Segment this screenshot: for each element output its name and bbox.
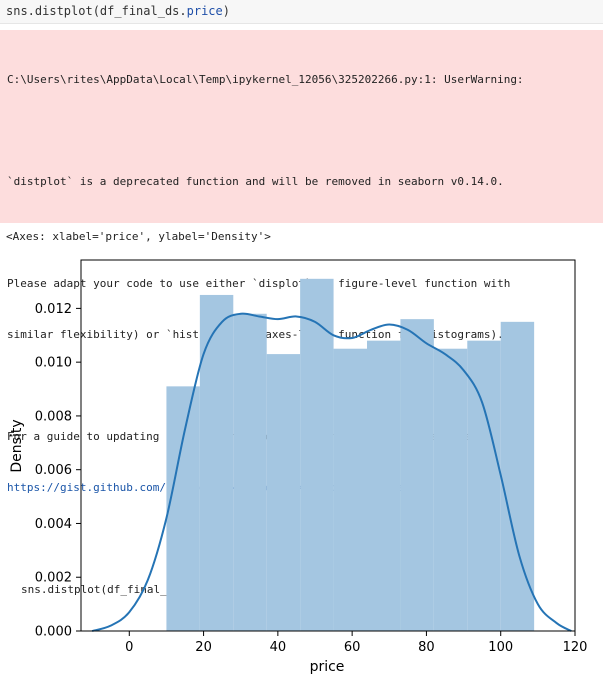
histogram-bar-5 xyxy=(300,278,334,631)
warning-similar-line: similar flexibility) or `histplot` (an a… xyxy=(7,328,504,341)
histogram-bar-8 xyxy=(400,319,434,631)
x-tick-label: 80 xyxy=(418,640,435,655)
x-tick-label: 20 xyxy=(195,640,212,655)
y-tick-label: 0.002 xyxy=(35,571,72,586)
x-tick-label: 120 xyxy=(563,640,588,655)
kde-curve xyxy=(91,312,572,632)
y-axis-label: Density xyxy=(9,419,25,472)
y-tick-label: 0.004 xyxy=(35,517,72,532)
x-tick-label: 100 xyxy=(488,640,513,655)
code-attr: price xyxy=(186,4,223,18)
x-tick-label: 60 xyxy=(344,640,361,655)
y-tick-label: 0.012 xyxy=(35,302,72,317)
y-tick-label: 0.000 xyxy=(35,625,72,640)
code-args-open: (df_final_ds. xyxy=(92,4,187,18)
warning-path-line: C:\Users\rites\AppData\Local\Temp\ipyker… xyxy=(7,73,524,86)
x-tick-label: 0 xyxy=(125,640,133,655)
histogram-bar-2 xyxy=(199,294,234,631)
warning-deprecation-line: `distplot` is a deprecated function and … xyxy=(7,175,504,188)
y-tick-label: 0.006 xyxy=(35,463,72,478)
code-cell-input[interactable]: sns.distplot(df_final_ds.price) xyxy=(0,0,603,24)
axes-repr-output: <Axes: xlabel='price', ylabel='Density'> xyxy=(6,230,271,243)
histogram-bar-10 xyxy=(467,340,501,631)
distplot-chart: 0 20 40 60 80 100 120 0.000 0.002 0.004 0.006 0.00… xyxy=(9,259,588,675)
histogram-bar-9 xyxy=(433,348,468,631)
x-axis-label: price xyxy=(310,659,345,675)
x-tick-label: 40 xyxy=(270,640,287,655)
histogram-bar-11 xyxy=(500,321,535,631)
histogram-bar-7 xyxy=(367,340,401,631)
y-tick-label: 0.008 xyxy=(35,409,72,424)
histogram-bar-3 xyxy=(233,313,267,631)
code-args-close: ) xyxy=(222,4,230,18)
histogram-bar-4 xyxy=(266,354,301,631)
warning-output: C:\Users\rites\AppData\Local\Temp\ipyker… xyxy=(0,30,603,596)
axes-frame xyxy=(80,259,576,632)
code-prefix: sns. xyxy=(6,4,35,18)
histogram-bar-1 xyxy=(166,386,200,631)
y-tick-label: 0.010 xyxy=(35,356,72,371)
histogram-bar-6 xyxy=(333,348,367,631)
code-function: distplot xyxy=(34,4,93,18)
